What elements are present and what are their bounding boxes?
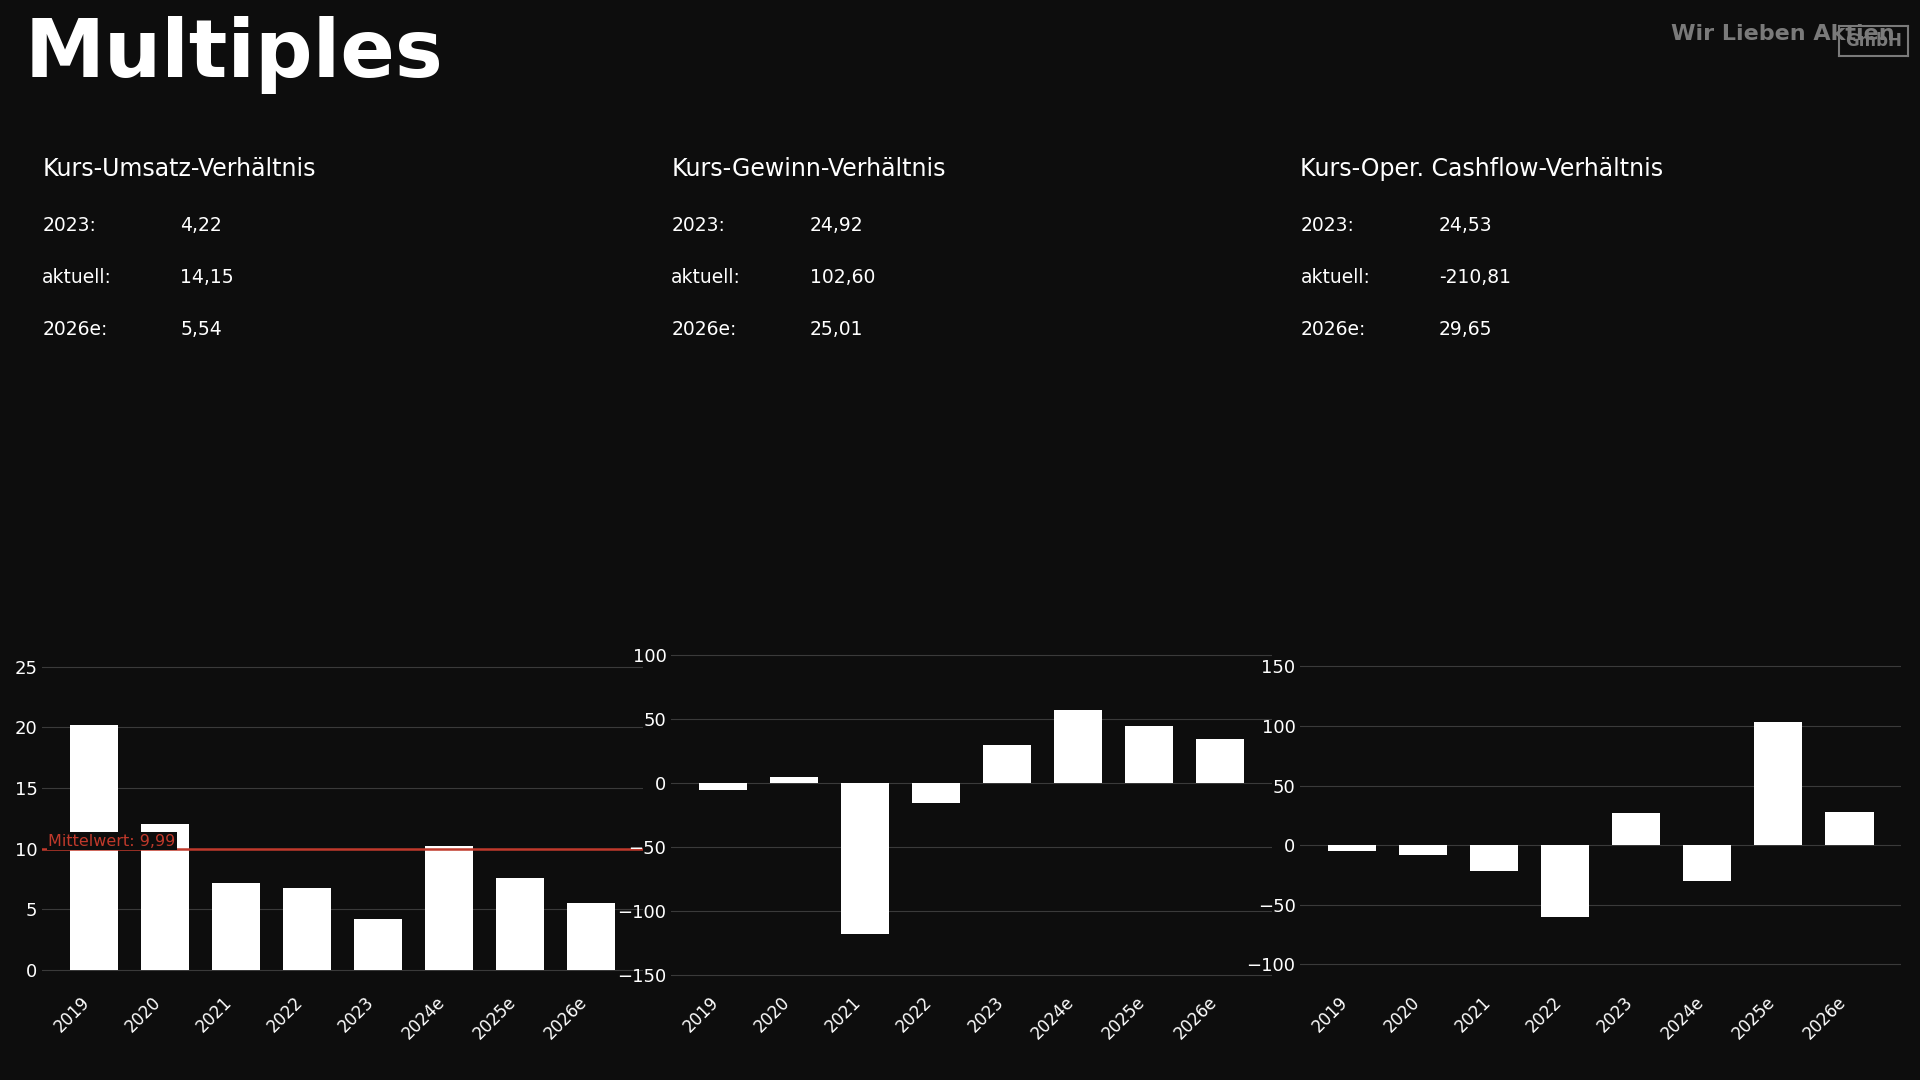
Text: 2026e:: 2026e:: [672, 320, 737, 339]
Text: 29,65: 29,65: [1438, 320, 1492, 339]
Bar: [282, 888, 330, 970]
Text: Kurs-Umsatz-Verhältnis: Kurs-Umsatz-Verhältnis: [42, 157, 315, 180]
Bar: [1400, 846, 1448, 854]
Bar: [140, 824, 188, 970]
Bar: [1613, 813, 1661, 846]
Text: 24,53: 24,53: [1438, 216, 1492, 235]
Text: Wir Lieben Aktien: Wir Lieben Aktien: [1672, 24, 1895, 44]
Text: 2023:: 2023:: [672, 216, 726, 235]
Bar: [1125, 726, 1173, 783]
Text: 24,92: 24,92: [810, 216, 864, 235]
Text: aktuell:: aktuell:: [672, 268, 741, 287]
Bar: [353, 919, 401, 970]
Bar: [1054, 711, 1102, 783]
Text: 102,60: 102,60: [810, 268, 876, 287]
Text: 2026e:: 2026e:: [42, 320, 108, 339]
Bar: [495, 878, 543, 970]
Bar: [983, 745, 1031, 783]
Bar: [841, 783, 889, 934]
Text: Mittelwert: 9,99: Mittelwert: 9,99: [48, 834, 175, 849]
Text: 2026e:: 2026e:: [1300, 320, 1365, 339]
Bar: [1755, 723, 1803, 846]
Text: aktuell:: aktuell:: [42, 268, 111, 287]
Text: 2023:: 2023:: [42, 216, 96, 235]
Text: 4,22: 4,22: [180, 216, 223, 235]
Bar: [699, 783, 747, 789]
Bar: [1329, 846, 1377, 851]
Bar: [566, 903, 614, 970]
Text: 5,54: 5,54: [180, 320, 223, 339]
Text: 14,15: 14,15: [180, 268, 234, 287]
Bar: [770, 777, 818, 783]
Text: Multiples: Multiples: [25, 16, 444, 94]
Text: Kurs-Oper. Cashflow-Verhältnis: Kurs-Oper. Cashflow-Verhältnis: [1300, 157, 1663, 180]
Text: 25,01: 25,01: [810, 320, 864, 339]
Bar: [912, 783, 960, 802]
Text: aktuell:: aktuell:: [1300, 268, 1371, 287]
Bar: [1684, 846, 1732, 881]
Bar: [1471, 846, 1519, 872]
Bar: [69, 725, 117, 970]
Bar: [211, 882, 259, 970]
Bar: [1196, 739, 1244, 783]
Bar: [424, 847, 472, 970]
Text: 2023:: 2023:: [1300, 216, 1354, 235]
Text: -210,81: -210,81: [1438, 268, 1511, 287]
Text: Kurs-Gewinn-Verhältnis: Kurs-Gewinn-Verhältnis: [672, 157, 947, 180]
Bar: [1542, 846, 1590, 917]
Bar: [1826, 812, 1874, 846]
Text: GmbH: GmbH: [1845, 32, 1903, 50]
